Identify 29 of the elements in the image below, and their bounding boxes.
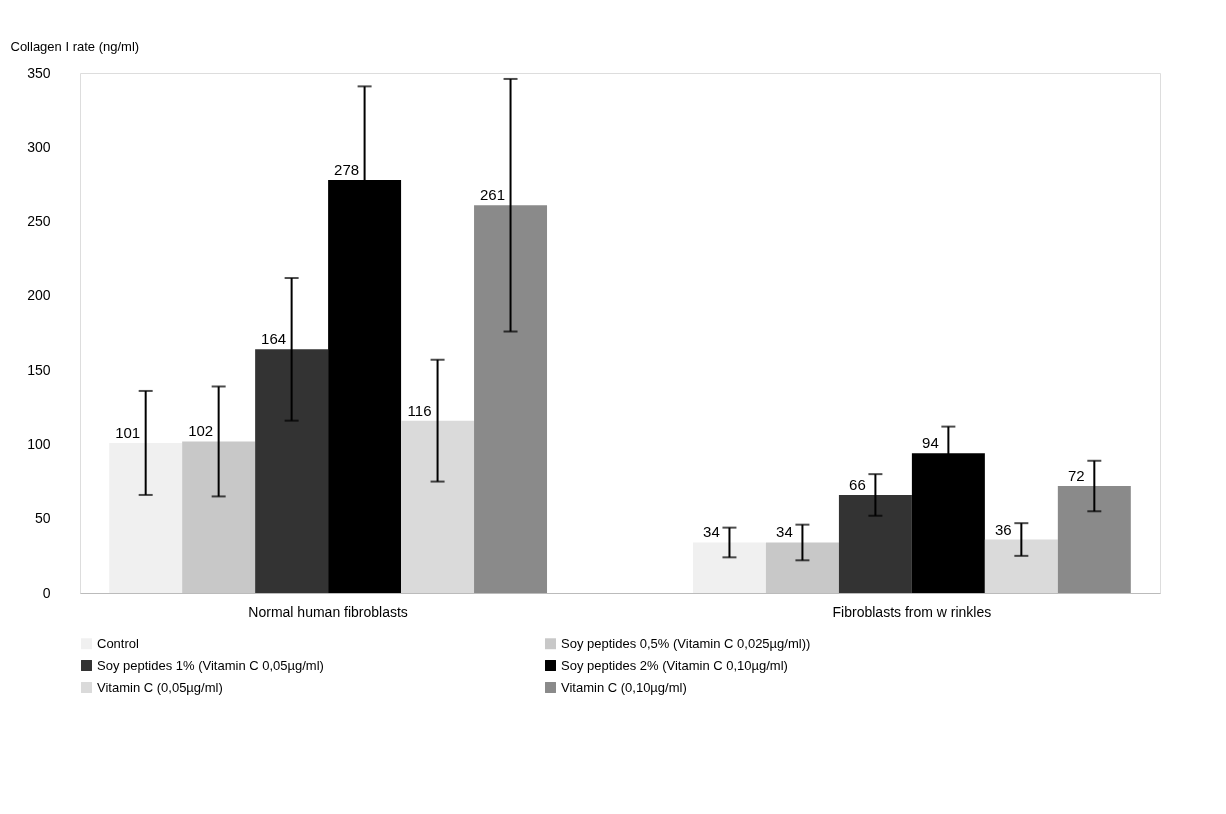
data-label: 261 <box>480 186 506 204</box>
legend-label: Control <box>97 635 140 651</box>
data-label: 102 <box>188 422 214 440</box>
data-label: 72 <box>1067 467 1085 485</box>
y-tick-label: 50 <box>34 510 51 527</box>
data-label: 36 <box>995 520 1012 538</box>
data-label: 34 <box>776 523 793 541</box>
y-axis-title: Collagen I rate (ng/ml) <box>10 38 140 54</box>
y-tick-label: 350 <box>27 64 51 81</box>
y-tick-label: 250 <box>27 213 51 230</box>
legend-label: Vitamin C (0,10µg/ml) <box>561 679 687 695</box>
data-label: 66 <box>849 475 866 493</box>
legend-label: Vitamin C (0,05µg/ml) <box>97 679 223 695</box>
data-label: 116 <box>407 401 432 419</box>
x-tick-label: Normal human fibroblasts <box>248 603 408 620</box>
data-label: 278 <box>334 160 360 178</box>
y-tick-label: 150 <box>27 361 51 378</box>
x-tick-label: Fibroblasts from w rinkles <box>832 603 992 620</box>
data-label: 164 <box>261 330 287 348</box>
data-label: 94 <box>922 434 939 452</box>
data-label: 34 <box>703 523 720 541</box>
y-tick-label: 100 <box>27 435 51 452</box>
legend-label: Soy peptides 1% (Vitamin C 0,05µg/ml) <box>97 657 324 673</box>
legend-label: Soy peptides 0,5% (Vitamin C 0,025µg/ml)) <box>561 635 811 651</box>
y-tick-label: 300 <box>27 138 51 155</box>
y-tick-label: 0 <box>42 584 51 601</box>
legend-label: Soy peptides 2% (Vitamin C 0,10µg/ml) <box>561 657 788 673</box>
y-tick-label: 200 <box>27 287 51 304</box>
data-label: 101 <box>115 423 141 441</box>
